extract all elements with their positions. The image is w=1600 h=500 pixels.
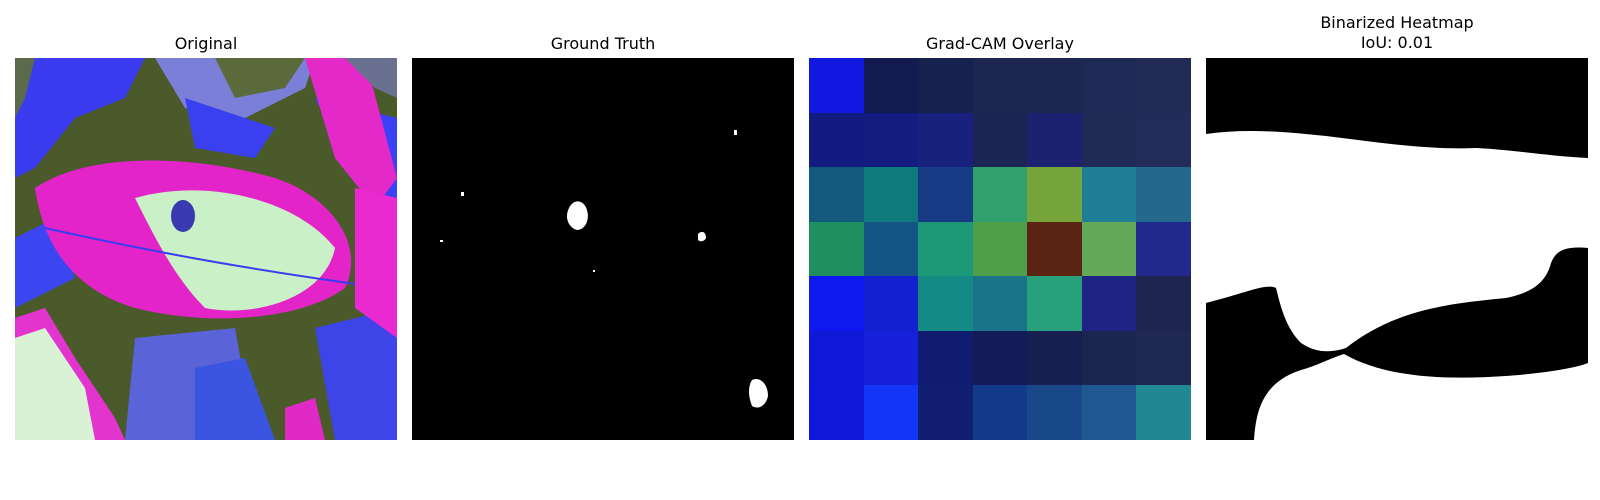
gradcam-cell-1-0 bbox=[809, 113, 864, 167]
gradcam-cell-3-0 bbox=[809, 222, 864, 276]
gradcam-cell-6-6 bbox=[1136, 385, 1191, 440]
gradcam-cell-0-4 bbox=[1027, 58, 1082, 113]
gradcam-cell-3-1 bbox=[864, 222, 918, 276]
panel-title-ground-truth: Ground Truth bbox=[550, 34, 656, 53]
gradcam-cell-1-4 bbox=[1027, 113, 1082, 167]
gradcam-cell-0-1 bbox=[864, 58, 918, 113]
gradcam-cell-2-0 bbox=[809, 167, 864, 222]
gradcam-cell-3-2 bbox=[918, 222, 973, 276]
gradcam-cell-4-0 bbox=[809, 276, 864, 331]
gradcam-cell-3-6 bbox=[1136, 222, 1191, 276]
gradcam-cell-5-5 bbox=[1082, 331, 1136, 385]
panel-title-original: Original bbox=[174, 34, 238, 53]
gradcam-cell-4-2 bbox=[918, 276, 973, 331]
gradcam-cell-4-5 bbox=[1082, 276, 1136, 331]
gradcam-cell-3-3 bbox=[973, 222, 1027, 276]
gradcam-cell-5-1 bbox=[864, 331, 918, 385]
gradcam-cell-5-4 bbox=[1027, 331, 1082, 385]
gradcam-cell-3-5 bbox=[1082, 222, 1136, 276]
gradcam-cell-1-5 bbox=[1082, 113, 1136, 167]
gradcam-cell-5-2 bbox=[918, 331, 973, 385]
panel-title-gradcam: Grad-CAM Overlay bbox=[926, 34, 1074, 53]
gradcam-cell-6-4 bbox=[1027, 385, 1082, 440]
gradcam-cell-2-4 bbox=[1027, 167, 1082, 222]
gradcam-cell-1-3 bbox=[973, 113, 1027, 167]
panel-title-binarized: Binarized Heatmap IoU: 0.01 bbox=[1206, 13, 1588, 53]
gradcam-cell-1-2 bbox=[918, 113, 973, 167]
gradcam-cell-0-3 bbox=[973, 58, 1027, 113]
original-image bbox=[15, 58, 397, 440]
gradcam-cell-2-5 bbox=[1082, 167, 1136, 222]
gradcam-cell-5-6 bbox=[1136, 331, 1191, 385]
gradcam-cell-4-6 bbox=[1136, 276, 1191, 331]
gradcam-cell-2-1 bbox=[864, 167, 918, 222]
gradcam-cell-2-3 bbox=[973, 167, 1027, 222]
gradcam-cell-0-2 bbox=[918, 58, 973, 113]
gradcam-cell-6-0 bbox=[809, 385, 864, 440]
gradcam-cell-0-6 bbox=[1136, 58, 1191, 113]
gradcam-cell-6-2 bbox=[918, 385, 973, 440]
gradcam-overlay bbox=[809, 58, 1191, 440]
gradcam-cell-2-6 bbox=[1136, 167, 1191, 222]
gradcam-cell-6-1 bbox=[864, 385, 918, 440]
ground-truth-mask bbox=[412, 58, 794, 440]
gradcam-cell-4-3 bbox=[973, 276, 1027, 331]
gradcam-cell-2-2 bbox=[918, 167, 973, 222]
gradcam-cell-0-0 bbox=[809, 58, 864, 113]
gradcam-cell-6-3 bbox=[973, 385, 1027, 440]
gradcam-cell-3-4 bbox=[1027, 222, 1082, 276]
panel-title-binarized-main: Binarized Heatmap bbox=[1320, 13, 1474, 32]
gradcam-cell-4-4 bbox=[1027, 276, 1082, 331]
gradcam-cell-5-3 bbox=[973, 331, 1027, 385]
gradcam-cell-6-5 bbox=[1082, 385, 1136, 440]
gradcam-cell-0-5 bbox=[1082, 58, 1136, 113]
binarized-heatmap bbox=[1206, 58, 1588, 440]
gradcam-cell-1-6 bbox=[1136, 113, 1191, 167]
gradcam-cell-5-0 bbox=[809, 331, 864, 385]
panel-title-iou: IoU: 0.01 bbox=[1360, 33, 1434, 52]
gradcam-cell-1-1 bbox=[864, 113, 918, 167]
gradcam-cell-4-1 bbox=[864, 276, 918, 331]
